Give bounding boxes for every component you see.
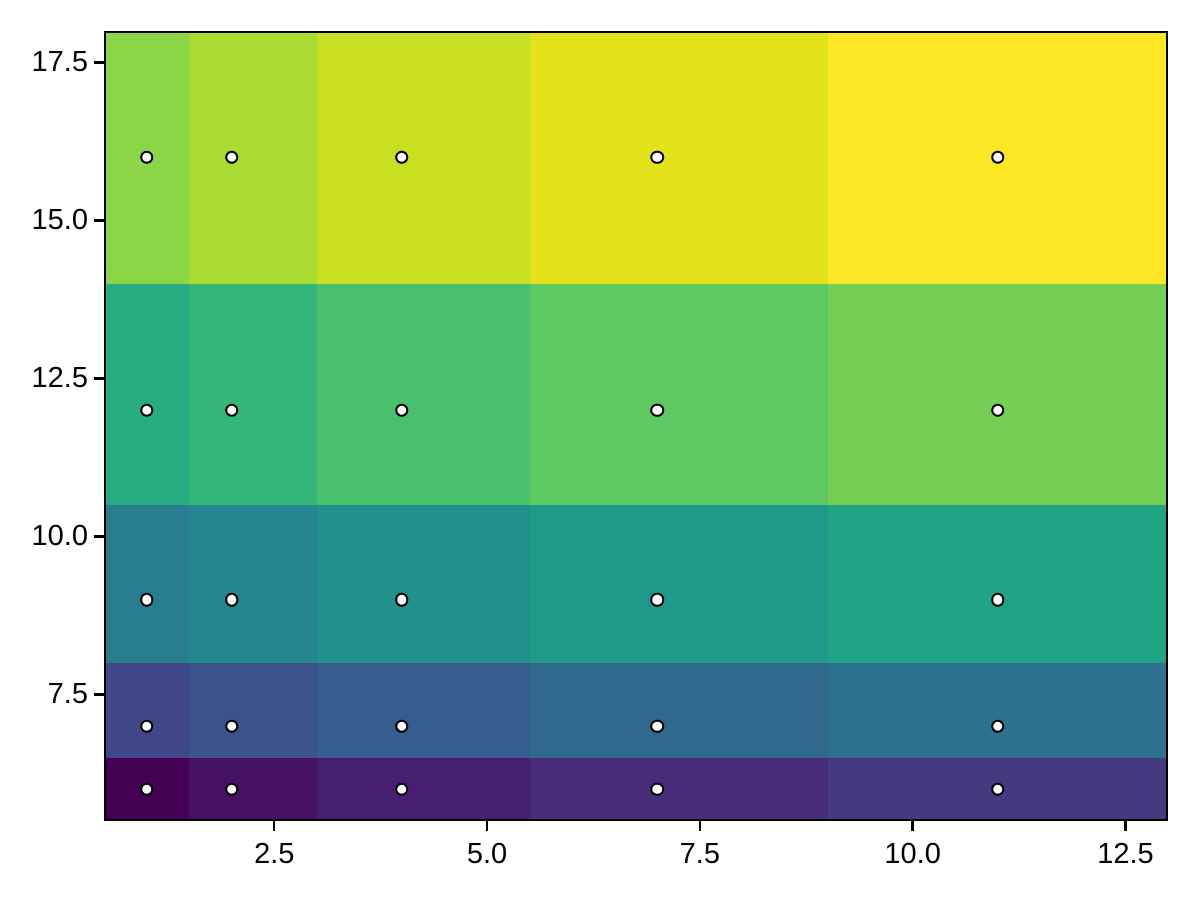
x-tick [485,821,489,831]
heatmap-cell [104,283,190,505]
data-point-marker [224,719,239,733]
x-tick [911,821,914,831]
data-point-marker [224,150,239,165]
y-tick-label: 10.0 [31,520,88,553]
y-tick-label: 7.5 [47,678,88,711]
heatmap-cell [827,283,1168,505]
x-tick-label: 5.0 [466,838,508,870]
x-tick [1124,821,1127,831]
data-point-marker [139,593,154,607]
heatmap-cell [529,283,828,505]
data-point-marker [650,719,665,733]
data-point-marker [224,593,239,607]
heatmap-cell [316,663,530,758]
x-tick-label: 12.5 [1097,838,1154,870]
data-point-marker [991,150,1005,165]
data-point-marker [650,403,665,417]
y-tick [94,535,104,538]
y-tick [94,693,104,696]
heatmap-cell [189,31,317,284]
data-point-marker [991,403,1005,417]
data-point-marker [224,782,239,797]
data-point-marker [991,782,1005,797]
heatmap-cell [827,663,1168,758]
heatmap-cell [529,757,828,821]
heatmap-cell [529,663,828,758]
plot-area [104,31,1168,821]
heatmap-cell [104,505,190,663]
data-point-marker [139,782,154,797]
x-tick-label: 10.0 [884,838,941,870]
data-point-marker [139,719,154,733]
heatmap-cell [189,663,317,758]
data-point-marker [139,150,154,165]
y-tick-label: 12.5 [31,362,88,395]
heatmap-cell [316,283,530,505]
heatmap-cell [529,31,828,284]
heatmap-cell [189,757,317,821]
y-tick-label: 17.5 [31,46,88,79]
data-point-marker [991,719,1005,733]
y-tick-label: 15.0 [31,204,88,237]
data-point-marker [395,719,409,733]
data-point-marker [139,403,154,417]
data-point-marker [650,593,665,607]
heatmap-cell [189,283,317,505]
data-point-marker [395,150,409,165]
data-point-marker [395,593,409,607]
x-tick [272,821,276,831]
x-tick-label: 7.5 [679,838,720,870]
heatmap-cell [316,31,530,284]
heatmap-cell [827,505,1168,663]
data-point-marker [650,150,665,165]
data-point-marker [395,403,409,417]
data-point-marker [395,782,409,797]
y-tick [94,377,104,380]
data-point-marker [224,403,239,417]
y-tick [94,219,104,222]
x-tick-label: 2.5 [254,838,295,870]
data-point-marker [650,782,665,797]
heatmap-cell [104,663,190,758]
data-point-marker [991,593,1005,607]
heatmap-cell [189,505,317,663]
x-tick [698,821,702,831]
heatmap-cell [529,505,828,663]
heatmap-cell [316,757,530,821]
heatmap-cell [316,505,530,663]
y-tick [94,61,104,64]
